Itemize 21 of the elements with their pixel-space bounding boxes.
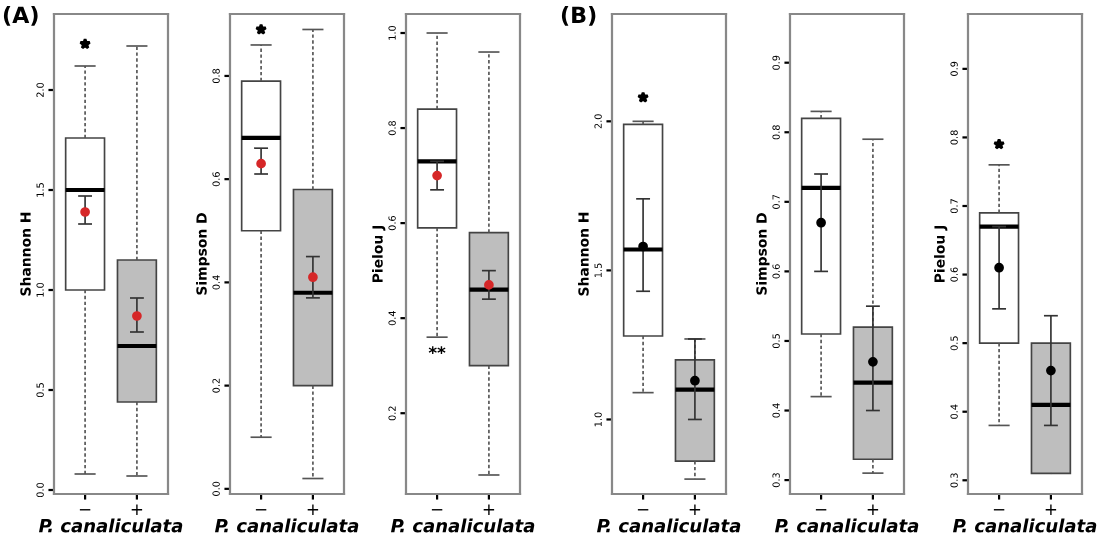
x-tick-label: − <box>993 509 1005 511</box>
x-tick-label: + <box>307 504 319 515</box>
x-tick-label: − <box>79 509 91 511</box>
x-axis-title: P. canaliculata <box>952 518 1097 533</box>
text: (B) <box>561 6 596 26</box>
x-tick-label: − <box>815 509 827 511</box>
annotation: ** <box>428 346 446 354</box>
x-axis-title: P. canaliculata <box>214 518 359 533</box>
x-tick-label: − <box>255 509 267 511</box>
x-axis-title: P. canaliculata <box>390 518 535 533</box>
x-tick-label: + <box>867 504 879 515</box>
x-tick-label: − <box>637 509 649 511</box>
x-tick-label: − <box>431 509 443 511</box>
x-axis-title: P. canaliculata <box>596 518 741 533</box>
text: (A) <box>3 6 38 26</box>
x-tick-label: + <box>689 504 701 515</box>
x-tick-label: + <box>131 504 143 515</box>
x-axis-title: P. canaliculata <box>38 518 183 533</box>
x-tick-label: + <box>1045 504 1057 515</box>
x-tick-label: + <box>483 504 495 515</box>
x-axis-title: P. canaliculata <box>774 518 919 533</box>
